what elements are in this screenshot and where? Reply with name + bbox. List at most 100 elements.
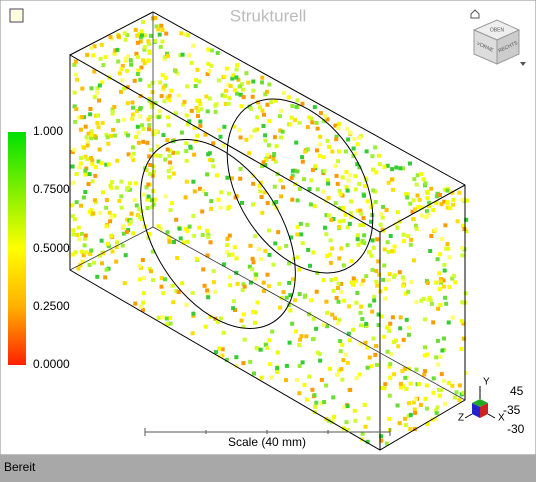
result-point bbox=[140, 258, 145, 262]
result-point bbox=[388, 375, 393, 380]
result-point bbox=[369, 219, 374, 224]
result-point bbox=[173, 69, 178, 74]
result-point bbox=[284, 295, 289, 300]
result-point bbox=[355, 142, 360, 147]
result-point bbox=[147, 231, 152, 236]
result-point bbox=[222, 74, 227, 79]
result-point bbox=[336, 159, 340, 164]
result-point bbox=[133, 181, 138, 186]
result-point bbox=[450, 190, 455, 195]
result-point bbox=[76, 266, 81, 271]
result-point bbox=[71, 228, 76, 233]
result-point bbox=[106, 244, 111, 249]
result-point bbox=[165, 230, 170, 235]
result-point bbox=[254, 272, 259, 277]
triad-angle: 45 bbox=[510, 384, 524, 398]
result-point bbox=[379, 314, 384, 319]
result-point bbox=[125, 101, 130, 106]
result-point bbox=[387, 393, 392, 398]
result-point bbox=[151, 202, 156, 207]
viewcube[interactable]: OBEN VORNE RECHTS bbox=[470, 9, 526, 66]
result-point bbox=[362, 193, 366, 198]
result-point bbox=[201, 188, 206, 193]
result-point bbox=[438, 277, 443, 281]
result-point bbox=[204, 192, 209, 197]
result-point bbox=[464, 217, 469, 222]
result-point bbox=[227, 253, 231, 257]
lock-button[interactable] bbox=[9, 8, 24, 23]
result-point bbox=[290, 321, 295, 326]
result-point bbox=[302, 177, 306, 182]
result-point bbox=[203, 132, 208, 137]
result-point bbox=[95, 86, 100, 91]
viewcube-face[interactable]: OBEN bbox=[490, 27, 505, 33]
result-point bbox=[123, 56, 128, 61]
result-point bbox=[412, 207, 417, 212]
result-point bbox=[385, 325, 390, 330]
result-point bbox=[434, 194, 439, 199]
result-point bbox=[370, 309, 375, 314]
result-point bbox=[286, 95, 291, 100]
result-point bbox=[332, 414, 337, 419]
result-point bbox=[300, 155, 305, 160]
result-point bbox=[140, 307, 145, 312]
result-point bbox=[441, 278, 446, 283]
result-point bbox=[160, 28, 165, 32]
result-point bbox=[395, 225, 400, 230]
result-point bbox=[79, 203, 84, 208]
result-point bbox=[442, 378, 446, 383]
result-point bbox=[407, 325, 412, 330]
result-point bbox=[354, 300, 359, 305]
result-point bbox=[263, 92, 268, 97]
result-point bbox=[442, 199, 447, 204]
result-point bbox=[360, 238, 365, 243]
result-point bbox=[307, 187, 312, 192]
result-point bbox=[157, 32, 162, 37]
result-point bbox=[281, 290, 286, 295]
result-point bbox=[429, 186, 434, 191]
result-point bbox=[89, 129, 94, 134]
result-point bbox=[382, 386, 387, 391]
result-point bbox=[91, 53, 96, 58]
result-point bbox=[225, 243, 230, 247]
result-point bbox=[325, 324, 329, 329]
result-point bbox=[164, 316, 169, 321]
result-point bbox=[347, 304, 352, 309]
result-point bbox=[114, 259, 119, 264]
result-point bbox=[443, 401, 447, 406]
result-point bbox=[79, 155, 83, 160]
result-point bbox=[147, 123, 152, 128]
result-point bbox=[120, 243, 125, 248]
result-point bbox=[238, 135, 243, 140]
result-point bbox=[138, 114, 143, 119]
result-point bbox=[464, 198, 469, 203]
result-point bbox=[460, 245, 465, 250]
result-point bbox=[194, 78, 198, 83]
result-point bbox=[256, 247, 261, 252]
result-point bbox=[412, 407, 417, 412]
result-point bbox=[258, 189, 263, 194]
result-point bbox=[279, 108, 284, 113]
result-point bbox=[443, 295, 447, 300]
result-point bbox=[325, 310, 330, 315]
result-point bbox=[424, 209, 429, 214]
result-point bbox=[265, 272, 270, 277]
result-point bbox=[96, 159, 101, 164]
result-point bbox=[398, 166, 403, 171]
result-point bbox=[104, 162, 109, 167]
result-point bbox=[162, 99, 167, 104]
result-point bbox=[343, 212, 348, 217]
result-point bbox=[398, 315, 403, 320]
result-point bbox=[343, 352, 348, 357]
result-point bbox=[403, 375, 408, 380]
result-point bbox=[411, 217, 416, 221]
result-point bbox=[376, 312, 381, 317]
result-point bbox=[353, 418, 358, 423]
result-point bbox=[369, 253, 374, 258]
result-point bbox=[355, 291, 360, 295]
result-point bbox=[147, 49, 152, 54]
result-point bbox=[166, 169, 171, 173]
result-point bbox=[263, 133, 268, 138]
result-point bbox=[92, 95, 97, 100]
result-point bbox=[248, 106, 253, 111]
